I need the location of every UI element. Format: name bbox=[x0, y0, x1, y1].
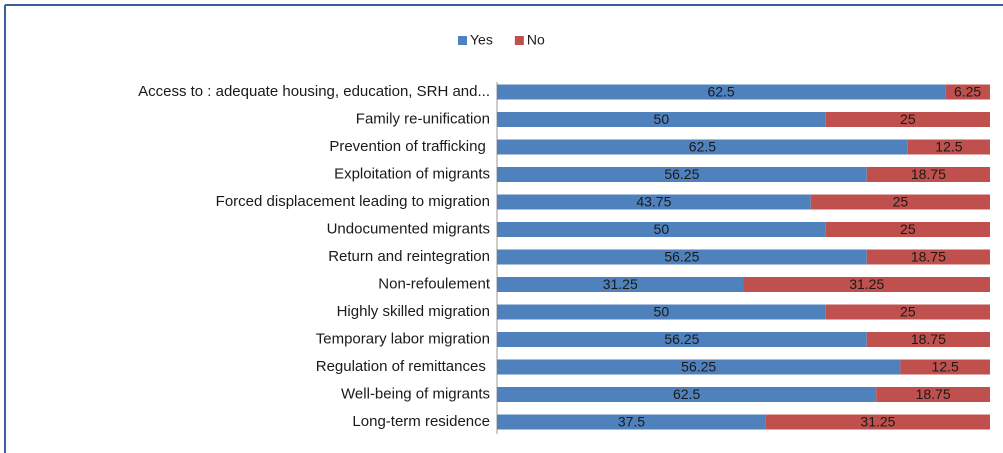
value-label: 62.5 bbox=[689, 139, 716, 155]
value-label: 6.25 bbox=[954, 84, 981, 100]
bar-segment bbox=[497, 332, 867, 347]
bar-segment bbox=[765, 414, 990, 430]
bar-segment bbox=[743, 277, 990, 292]
bar-segment bbox=[497, 387, 877, 402]
bar-segment bbox=[497, 222, 826, 237]
value-label: 18.75 bbox=[911, 331, 946, 347]
bar-segment bbox=[497, 277, 744, 292]
bar-segment bbox=[810, 194, 990, 210]
category-label: Temporary labor migration bbox=[316, 330, 490, 347]
legend-label: No bbox=[527, 32, 545, 48]
value-label: 37.5 bbox=[618, 414, 645, 430]
category-label: Highly skilled migration bbox=[337, 303, 490, 320]
bar-segment bbox=[825, 112, 990, 127]
bar-segment bbox=[900, 359, 990, 375]
value-label: 56.25 bbox=[664, 331, 699, 347]
bar-segment bbox=[825, 304, 990, 320]
category-label: Long-term residence bbox=[352, 413, 490, 430]
bar-segment bbox=[497, 414, 766, 430]
bar-segment bbox=[866, 249, 990, 265]
bar-segment bbox=[497, 112, 826, 127]
bar-segment bbox=[866, 167, 990, 182]
bar-segment bbox=[497, 167, 867, 182]
category-label: Return and reintegration bbox=[328, 248, 490, 265]
value-label: 50 bbox=[654, 111, 670, 127]
value-label: 25 bbox=[900, 221, 916, 237]
category-label: Access to : adequate housing, education,… bbox=[138, 83, 490, 100]
category-label: Undocumented migrants bbox=[327, 220, 490, 237]
value-label: 56.25 bbox=[681, 359, 716, 375]
bar-segment bbox=[497, 84, 946, 100]
value-label: 12.5 bbox=[932, 359, 959, 375]
category-label: Non-refoulement bbox=[378, 275, 491, 292]
category-label: Exploitation of migrants bbox=[334, 165, 490, 182]
legend-swatch bbox=[514, 36, 524, 45]
bar-segment bbox=[876, 387, 990, 402]
value-label: 18.75 bbox=[911, 249, 946, 265]
value-label: 25 bbox=[893, 194, 909, 210]
value-label: 56.25 bbox=[664, 166, 699, 182]
value-label: 43.75 bbox=[636, 194, 671, 210]
category-label: Prevention of trafficking bbox=[329, 138, 490, 155]
category-label: Forced displacement leading to migration bbox=[216, 193, 490, 210]
bar-segment bbox=[907, 139, 990, 155]
bar-segment bbox=[497, 359, 901, 375]
value-label: 25 bbox=[900, 111, 916, 127]
value-label: 25 bbox=[900, 304, 916, 320]
value-label: 18.75 bbox=[916, 386, 951, 402]
value-label: 50 bbox=[654, 221, 670, 237]
bar-segment bbox=[945, 84, 990, 100]
value-label: 31.25 bbox=[860, 414, 895, 430]
value-label: 12.5 bbox=[935, 139, 962, 155]
value-label: 62.5 bbox=[707, 84, 734, 100]
bar-segment bbox=[866, 332, 990, 347]
legend-swatch bbox=[458, 36, 467, 45]
value-label: 31.25 bbox=[603, 276, 638, 292]
category-label: Family re-unification bbox=[356, 110, 490, 127]
bar-segment bbox=[825, 222, 990, 237]
category-label: Well-being of migrants bbox=[341, 385, 490, 402]
bar-segment bbox=[497, 304, 826, 320]
value-label: 56.25 bbox=[664, 249, 699, 265]
value-label: 18.75 bbox=[911, 166, 946, 182]
legend-label: Yes bbox=[470, 32, 493, 48]
value-label: 31.25 bbox=[849, 276, 884, 292]
bar-segment bbox=[497, 194, 811, 210]
value-label: 50 bbox=[654, 304, 670, 320]
bar-segment bbox=[497, 249, 867, 265]
bar-segment bbox=[497, 139, 908, 155]
value-label: 62.5 bbox=[673, 386, 700, 402]
category-label: Regulation of remittances bbox=[316, 358, 490, 375]
